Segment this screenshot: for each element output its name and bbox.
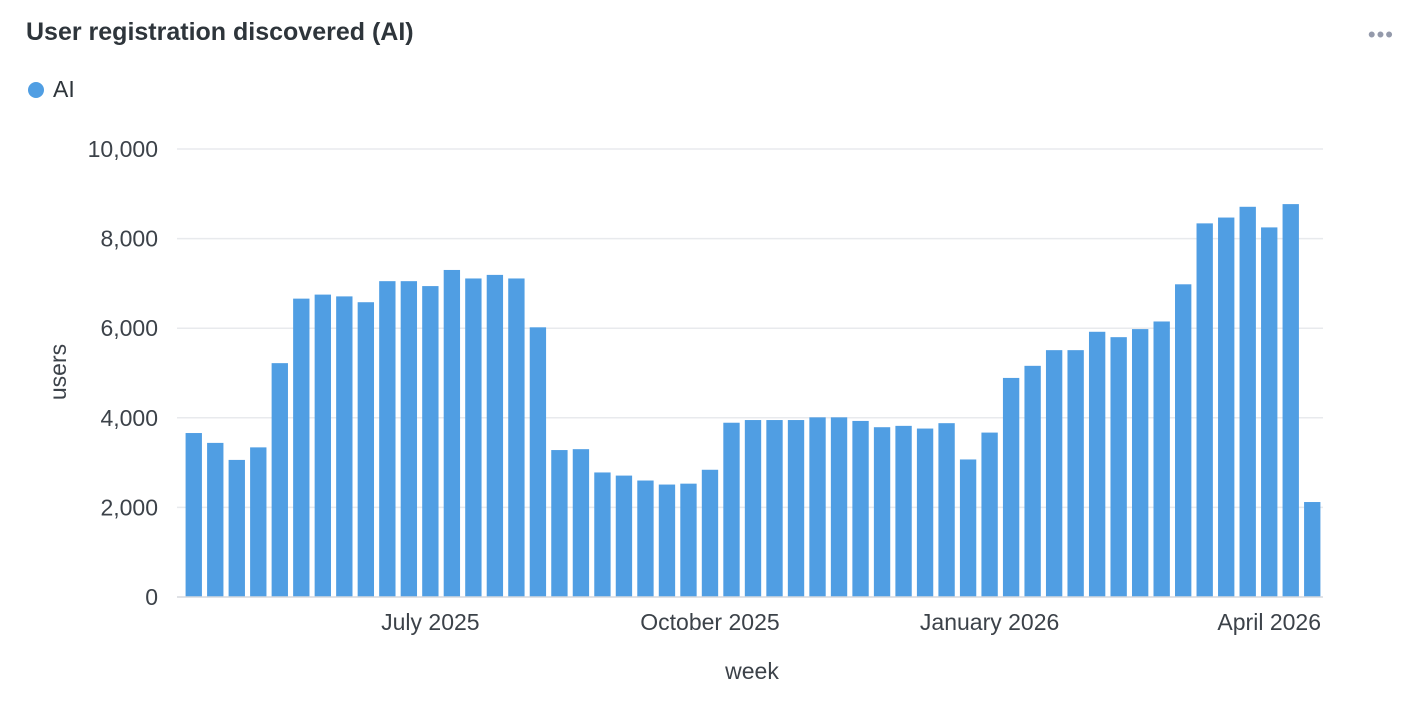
ellipsis-icon[interactable]: •••: [1367, 22, 1394, 47]
bar: [916, 428, 934, 597]
bar: [1067, 350, 1084, 597]
bar: [938, 423, 955, 597]
bar: [379, 281, 396, 597]
bar: [1110, 337, 1127, 597]
x-tick-label: October 2025: [640, 609, 779, 635]
bar: [895, 425, 912, 597]
bar: [336, 296, 353, 597]
y-tick-label: 6,000: [100, 315, 158, 341]
chart-title: User registration discovered (AI): [26, 18, 414, 46]
x-tick-label: July 2025: [381, 609, 479, 635]
bar: [658, 484, 676, 597]
bar: [787, 420, 805, 597]
x-tick-label: January 2026: [920, 609, 1059, 635]
bar: [551, 450, 568, 597]
bar: [744, 420, 762, 597]
bar: [873, 427, 891, 597]
bar: [594, 472, 611, 597]
bar: [615, 475, 633, 597]
bar: [1088, 331, 1106, 597]
bar: [314, 294, 331, 597]
bar: [701, 469, 719, 597]
bar: [207, 442, 224, 597]
bar: [830, 417, 848, 597]
bar: [293, 298, 310, 597]
bar: [723, 422, 740, 597]
bar: [1153, 321, 1170, 597]
bar: [1002, 377, 1020, 597]
bar: [1024, 365, 1041, 597]
bar: [1282, 204, 1299, 597]
legend-dot-icon: [28, 81, 44, 98]
y-axis-label: users: [45, 344, 71, 400]
bar: [422, 286, 439, 597]
bar: [1131, 329, 1149, 597]
y-tick-label: 2,000: [100, 494, 158, 520]
bar: [981, 432, 998, 597]
y-tick-label: 0: [145, 584, 158, 610]
y-tick-label: 8,000: [100, 226, 158, 252]
bar: [228, 459, 245, 597]
bar: [1175, 284, 1192, 597]
bar: [508, 278, 525, 597]
bar: [185, 433, 202, 597]
bar: [572, 449, 590, 597]
bar: [1045, 350, 1063, 597]
bar: [400, 281, 418, 597]
bar: [529, 327, 547, 597]
bar: [1261, 227, 1278, 597]
bar: [271, 363, 288, 597]
x-axis-label: week: [724, 658, 779, 684]
bar: [809, 417, 826, 597]
legend: AI: [28, 76, 75, 103]
bar: [1239, 206, 1256, 598]
bar: [465, 278, 482, 597]
bar: [357, 302, 375, 597]
legend-label[interactable]: AI: [53, 76, 75, 102]
y-tick-label: 10,000: [88, 136, 158, 162]
bar: [1218, 217, 1235, 597]
bar: [766, 420, 783, 597]
bar: [250, 447, 267, 597]
bar: [443, 269, 461, 597]
bar: [486, 274, 504, 597]
y-tick-label: 4,000: [100, 405, 158, 431]
bar: [680, 483, 697, 597]
bar: [959, 459, 977, 597]
bar: [637, 480, 654, 597]
bar: [1196, 223, 1213, 598]
bar: [852, 420, 869, 597]
x-tick-label: April 2026: [1217, 609, 1321, 635]
bar: [1304, 502, 1321, 597]
